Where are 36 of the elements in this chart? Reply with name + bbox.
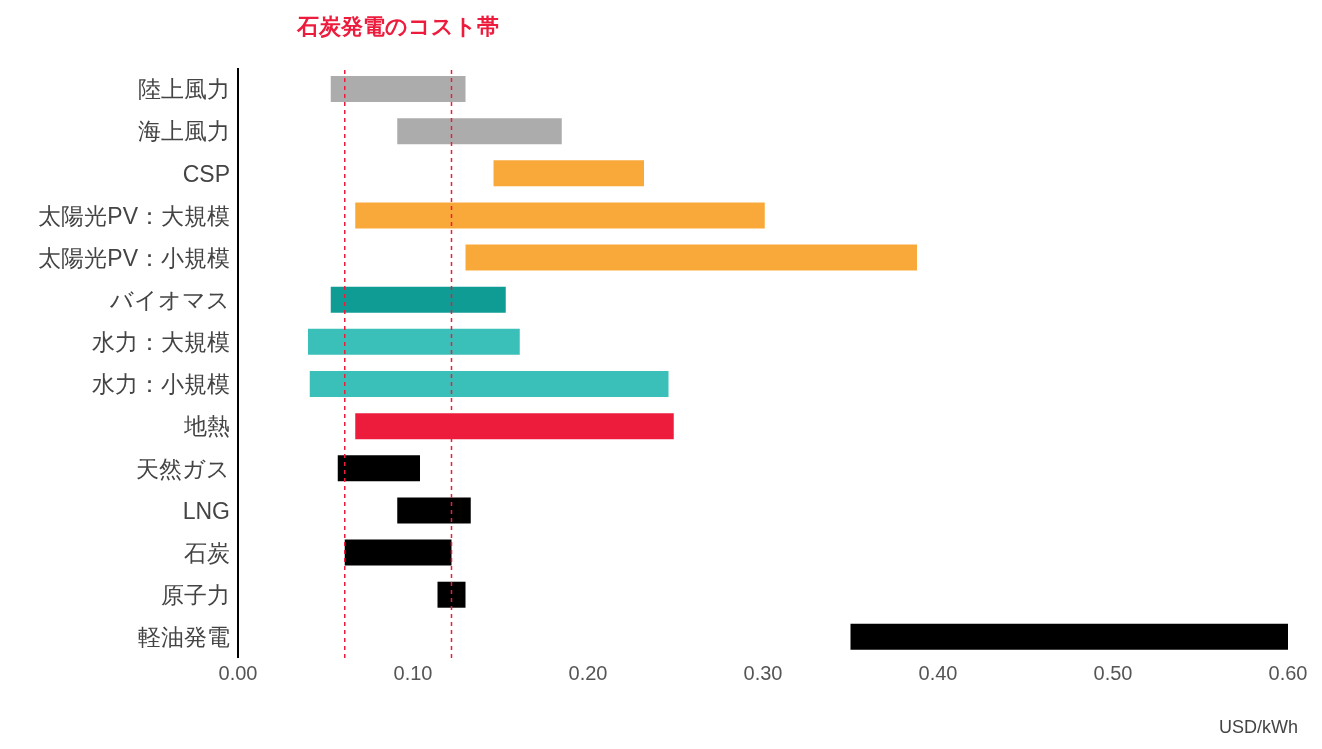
text: 石炭発電のコスト帯 <box>297 13 500 41</box>
y-tick-label: 水力：大規模 <box>92 329 230 356</box>
bar <box>493 160 644 187</box>
y-tick-label: 軽油発電 <box>138 624 230 651</box>
y-tick-label: 海上風力 <box>138 118 230 145</box>
y-tick-label: CSP <box>182 160 230 187</box>
bar <box>337 455 420 482</box>
y-tick-label: 陸上風力 <box>138 76 230 103</box>
bar <box>355 202 765 229</box>
bar <box>397 118 562 145</box>
bar <box>330 286 506 313</box>
x-tick-label: 0.00 <box>218 662 258 685</box>
bar <box>330 76 466 102</box>
y-tick-label: LNG <box>182 497 230 524</box>
x-tick-label: 0.20 <box>568 662 608 685</box>
x-tick-label: 0.50 <box>1093 662 1133 685</box>
y-tick-label: 地熱 <box>183 413 230 440</box>
y-tick-label: 水力：小規模 <box>92 371 230 398</box>
bar <box>308 328 520 355</box>
x-axis-title: USD/kWh <box>1218 717 1298 738</box>
y-tick-label: 太陽光PV：大規模 <box>38 202 230 229</box>
x-tick-label: 0.10 <box>393 662 433 685</box>
y-tick-label: バイオマス <box>109 286 230 313</box>
x-tick-label: 0.60 <box>1268 662 1308 685</box>
bar <box>309 371 669 397</box>
x-tick-label: 0.30 <box>743 662 783 685</box>
bar <box>437 581 466 608</box>
bar <box>465 244 917 271</box>
y-tick-label: 天然ガス <box>136 455 230 482</box>
x-tick-label: 0.40 <box>918 662 958 685</box>
y-tick-label: 石炭 <box>184 539 230 566</box>
bar <box>850 623 1288 650</box>
bar <box>397 497 471 524</box>
y-tick-label: 原子力 <box>161 581 230 608</box>
y-tick-label: 太陽光PV：小規模 <box>38 244 230 271</box>
bar <box>344 539 452 566</box>
